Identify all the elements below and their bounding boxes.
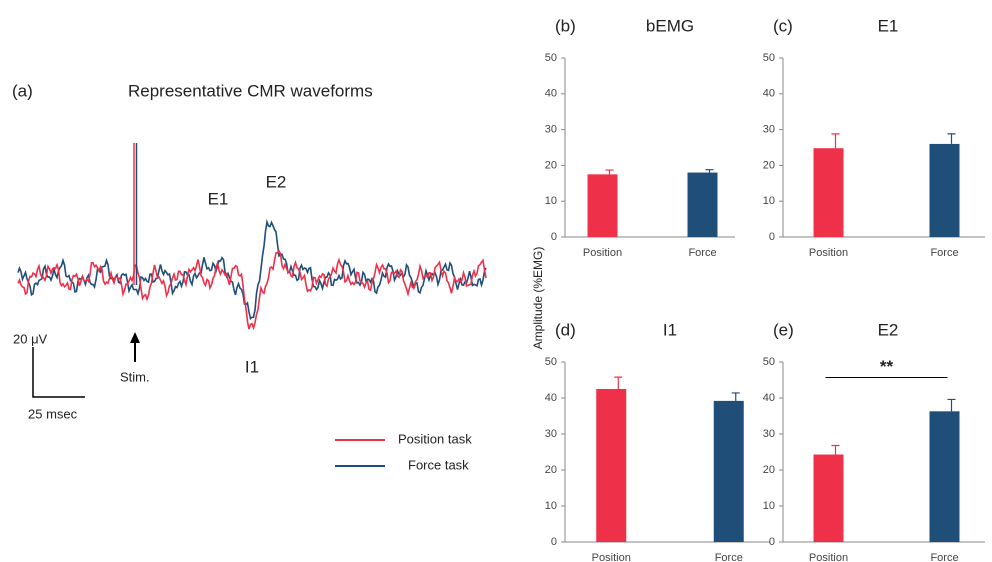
y-tick-label: 50 (545, 52, 557, 64)
error-bar (614, 376, 623, 389)
panel-title: E1 (878, 16, 899, 35)
error-bar (605, 169, 614, 175)
y-tick-label: 20 (763, 159, 775, 171)
panel-label: (a) (12, 81, 33, 100)
y-tick-label: 50 (763, 356, 775, 368)
y-axis-label: Amplitude (%EMG) (531, 247, 545, 350)
waveform (17, 249, 487, 331)
x-tick-label: Force (688, 247, 716, 259)
stim-label: Stim. (120, 369, 150, 384)
scale-y-label: 20 μV (13, 331, 48, 346)
error-bar (947, 133, 956, 144)
panel-title: Representative CMR waveforms (128, 81, 373, 100)
y-tick-label: 0 (551, 231, 557, 243)
y-tick-label: 10 (763, 500, 775, 512)
y-tick-label: 20 (545, 159, 557, 171)
y-tick-label: 20 (763, 464, 775, 476)
x-tick-label: Position (592, 552, 631, 562)
y-tick-label: 30 (545, 124, 557, 136)
peak-label: E2 (266, 172, 287, 191)
bar (813, 148, 844, 237)
y-tick-label: 10 (763, 195, 775, 207)
x-tick-label: Position (809, 247, 848, 259)
y-tick-label: 30 (763, 124, 775, 136)
y-tick-label: 10 (545, 500, 557, 512)
panel-title: I1 (663, 320, 677, 339)
bar (687, 172, 718, 237)
panel-label: (b) (555, 16, 576, 35)
y-tick-label: 40 (763, 88, 775, 100)
y-tick-label: 0 (769, 536, 775, 548)
x-tick-label: Force (930, 247, 958, 259)
panel-label: (c) (773, 16, 793, 35)
y-tick-label: 50 (545, 356, 557, 368)
x-tick-label: Force (715, 552, 743, 562)
y-tick-label: 0 (551, 536, 557, 548)
scale-x-label: 25 msec (28, 406, 78, 421)
x-tick-label: Position (809, 552, 848, 562)
y-tick-label: 0 (769, 231, 775, 243)
peak-label: I1 (245, 357, 259, 376)
error-bar (831, 444, 840, 455)
waveform (17, 218, 487, 321)
error-bar (731, 392, 740, 401)
panel-label: (e) (773, 320, 794, 339)
panel-title: bEMG (646, 16, 694, 35)
error-bar (705, 169, 714, 173)
y-tick-label: 40 (763, 392, 775, 404)
y-tick-label: 40 (545, 88, 557, 100)
bar (929, 411, 960, 542)
error-bar (947, 398, 956, 412)
significance-label: ** (880, 357, 894, 376)
panel-title: E2 (878, 320, 899, 339)
y-tick-label: 10 (545, 195, 557, 207)
scale-bar (32, 347, 85, 398)
y-tick-label: 50 (763, 52, 775, 64)
x-tick-label: Position (583, 247, 622, 259)
legend-label: Force task (408, 457, 469, 472)
legend-label: Position task (398, 431, 472, 446)
y-tick-label: 40 (545, 392, 557, 404)
y-tick-label: 30 (545, 428, 557, 440)
stim-arrowhead (130, 332, 140, 343)
bar (929, 143, 960, 237)
error-bar (831, 133, 840, 149)
bar (813, 454, 844, 542)
peak-label: E1 (208, 189, 229, 208)
y-tick-label: 30 (763, 428, 775, 440)
bar (713, 400, 744, 542)
bar (587, 174, 618, 237)
y-tick-label: 20 (545, 464, 557, 476)
bar (596, 389, 627, 542)
x-tick-label: Force (930, 552, 958, 562)
panel-label: (d) (555, 320, 576, 339)
